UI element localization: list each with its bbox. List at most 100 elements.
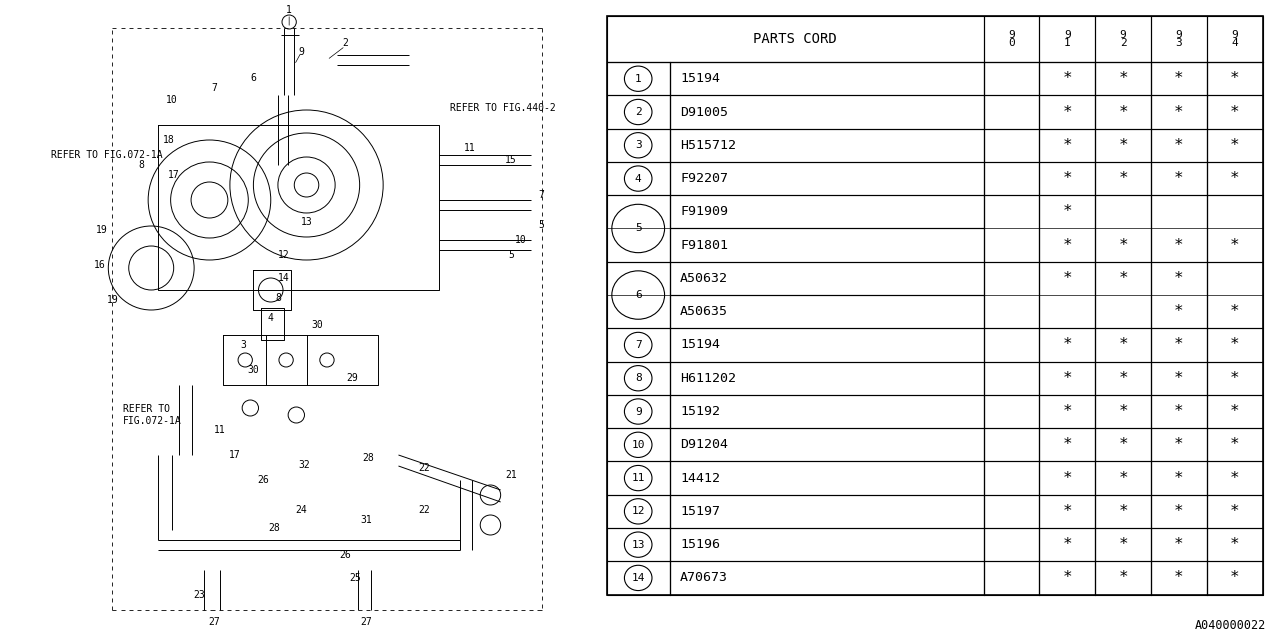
Bar <box>1039 528 1096 561</box>
Text: 27: 27 <box>209 617 220 627</box>
Text: *: * <box>1119 404 1128 419</box>
Text: PARTS CORD: PARTS CORD <box>754 32 837 46</box>
Text: *: * <box>1230 138 1239 153</box>
Text: REFER TO
FIG.072-1A: REFER TO FIG.072-1A <box>123 404 182 426</box>
Text: 2: 2 <box>635 107 641 117</box>
Bar <box>607 129 669 162</box>
Text: 14412: 14412 <box>680 472 721 484</box>
Bar <box>1039 262 1096 328</box>
Bar <box>1207 328 1262 362</box>
Bar <box>1151 461 1207 495</box>
Text: H611202: H611202 <box>680 372 736 385</box>
Text: *: * <box>1174 271 1184 286</box>
Text: *: * <box>1119 570 1128 586</box>
Text: 21: 21 <box>506 470 517 480</box>
Text: 9
3: 9 3 <box>1175 29 1183 49</box>
Text: *: * <box>1062 104 1073 120</box>
Bar <box>1151 362 1207 395</box>
Bar <box>607 95 669 129</box>
Bar <box>1096 262 1151 328</box>
Text: F91801: F91801 <box>680 239 728 252</box>
Bar <box>669 162 983 195</box>
Text: H515712: H515712 <box>680 139 736 152</box>
Text: 3: 3 <box>635 140 641 150</box>
Bar <box>983 95 1039 129</box>
Bar <box>607 428 669 461</box>
Bar <box>1151 195 1207 262</box>
Text: *: * <box>1174 237 1184 253</box>
Text: 8: 8 <box>635 373 641 383</box>
Bar <box>1096 95 1151 129</box>
Bar <box>1096 62 1151 95</box>
Text: 22: 22 <box>419 463 430 473</box>
Bar <box>1096 461 1151 495</box>
Text: 10: 10 <box>166 95 178 105</box>
Text: 14: 14 <box>278 273 291 283</box>
Text: *: * <box>1230 337 1239 353</box>
Text: *: * <box>1119 171 1128 186</box>
Bar <box>1039 95 1096 129</box>
Bar <box>669 362 983 395</box>
Bar <box>607 528 669 561</box>
Text: 30: 30 <box>247 365 260 375</box>
Bar <box>1096 528 1151 561</box>
Bar <box>1151 328 1207 362</box>
Text: 24: 24 <box>296 505 307 515</box>
Text: *: * <box>1119 237 1128 253</box>
Bar <box>607 162 669 195</box>
Text: 9
2: 9 2 <box>1120 29 1126 49</box>
Bar <box>1096 16 1151 62</box>
Bar <box>1096 362 1151 395</box>
Text: 29: 29 <box>347 373 358 383</box>
Text: 17: 17 <box>229 450 241 460</box>
Text: *: * <box>1062 71 1073 86</box>
Text: 26: 26 <box>257 475 270 485</box>
Text: *: * <box>1062 470 1073 486</box>
Bar <box>983 195 1039 262</box>
Bar <box>1151 428 1207 461</box>
Bar <box>1207 461 1262 495</box>
Text: *: * <box>1062 337 1073 353</box>
Text: A040000022: A040000022 <box>1194 620 1266 632</box>
Text: A50632: A50632 <box>680 272 728 285</box>
Bar <box>607 561 669 595</box>
Text: 1: 1 <box>635 74 641 84</box>
Text: 12: 12 <box>278 250 291 260</box>
Text: 19: 19 <box>96 225 108 235</box>
Text: 5: 5 <box>539 220 544 230</box>
Text: 26: 26 <box>339 550 351 560</box>
Bar <box>1039 362 1096 395</box>
Text: 18: 18 <box>163 135 174 145</box>
Bar <box>1151 262 1207 328</box>
Text: *: * <box>1230 71 1239 86</box>
Text: *: * <box>1230 371 1239 386</box>
Text: 27: 27 <box>360 617 371 627</box>
Bar <box>607 495 669 528</box>
Bar <box>983 129 1039 162</box>
Bar <box>983 262 1039 328</box>
Bar <box>1207 129 1262 162</box>
Bar <box>983 162 1039 195</box>
Bar <box>983 428 1039 461</box>
Text: 15196: 15196 <box>680 538 721 551</box>
Bar <box>983 495 1039 528</box>
Text: *: * <box>1062 204 1073 220</box>
Bar <box>607 328 669 362</box>
Text: 25: 25 <box>349 573 361 583</box>
Text: *: * <box>1119 371 1128 386</box>
Bar <box>607 16 983 62</box>
Text: *: * <box>1119 104 1128 120</box>
Text: 28: 28 <box>362 453 374 463</box>
Text: *: * <box>1174 71 1184 86</box>
Bar <box>669 262 983 295</box>
Bar <box>1207 528 1262 561</box>
Text: *: * <box>1230 437 1239 452</box>
Text: REFER TO FIG.440-2: REFER TO FIG.440-2 <box>449 103 556 113</box>
Bar <box>1151 528 1207 561</box>
Text: 30: 30 <box>311 320 323 330</box>
Bar <box>1207 395 1262 428</box>
Text: 4: 4 <box>635 173 641 184</box>
Text: *: * <box>1230 171 1239 186</box>
Bar <box>1039 129 1096 162</box>
Bar <box>1207 362 1262 395</box>
